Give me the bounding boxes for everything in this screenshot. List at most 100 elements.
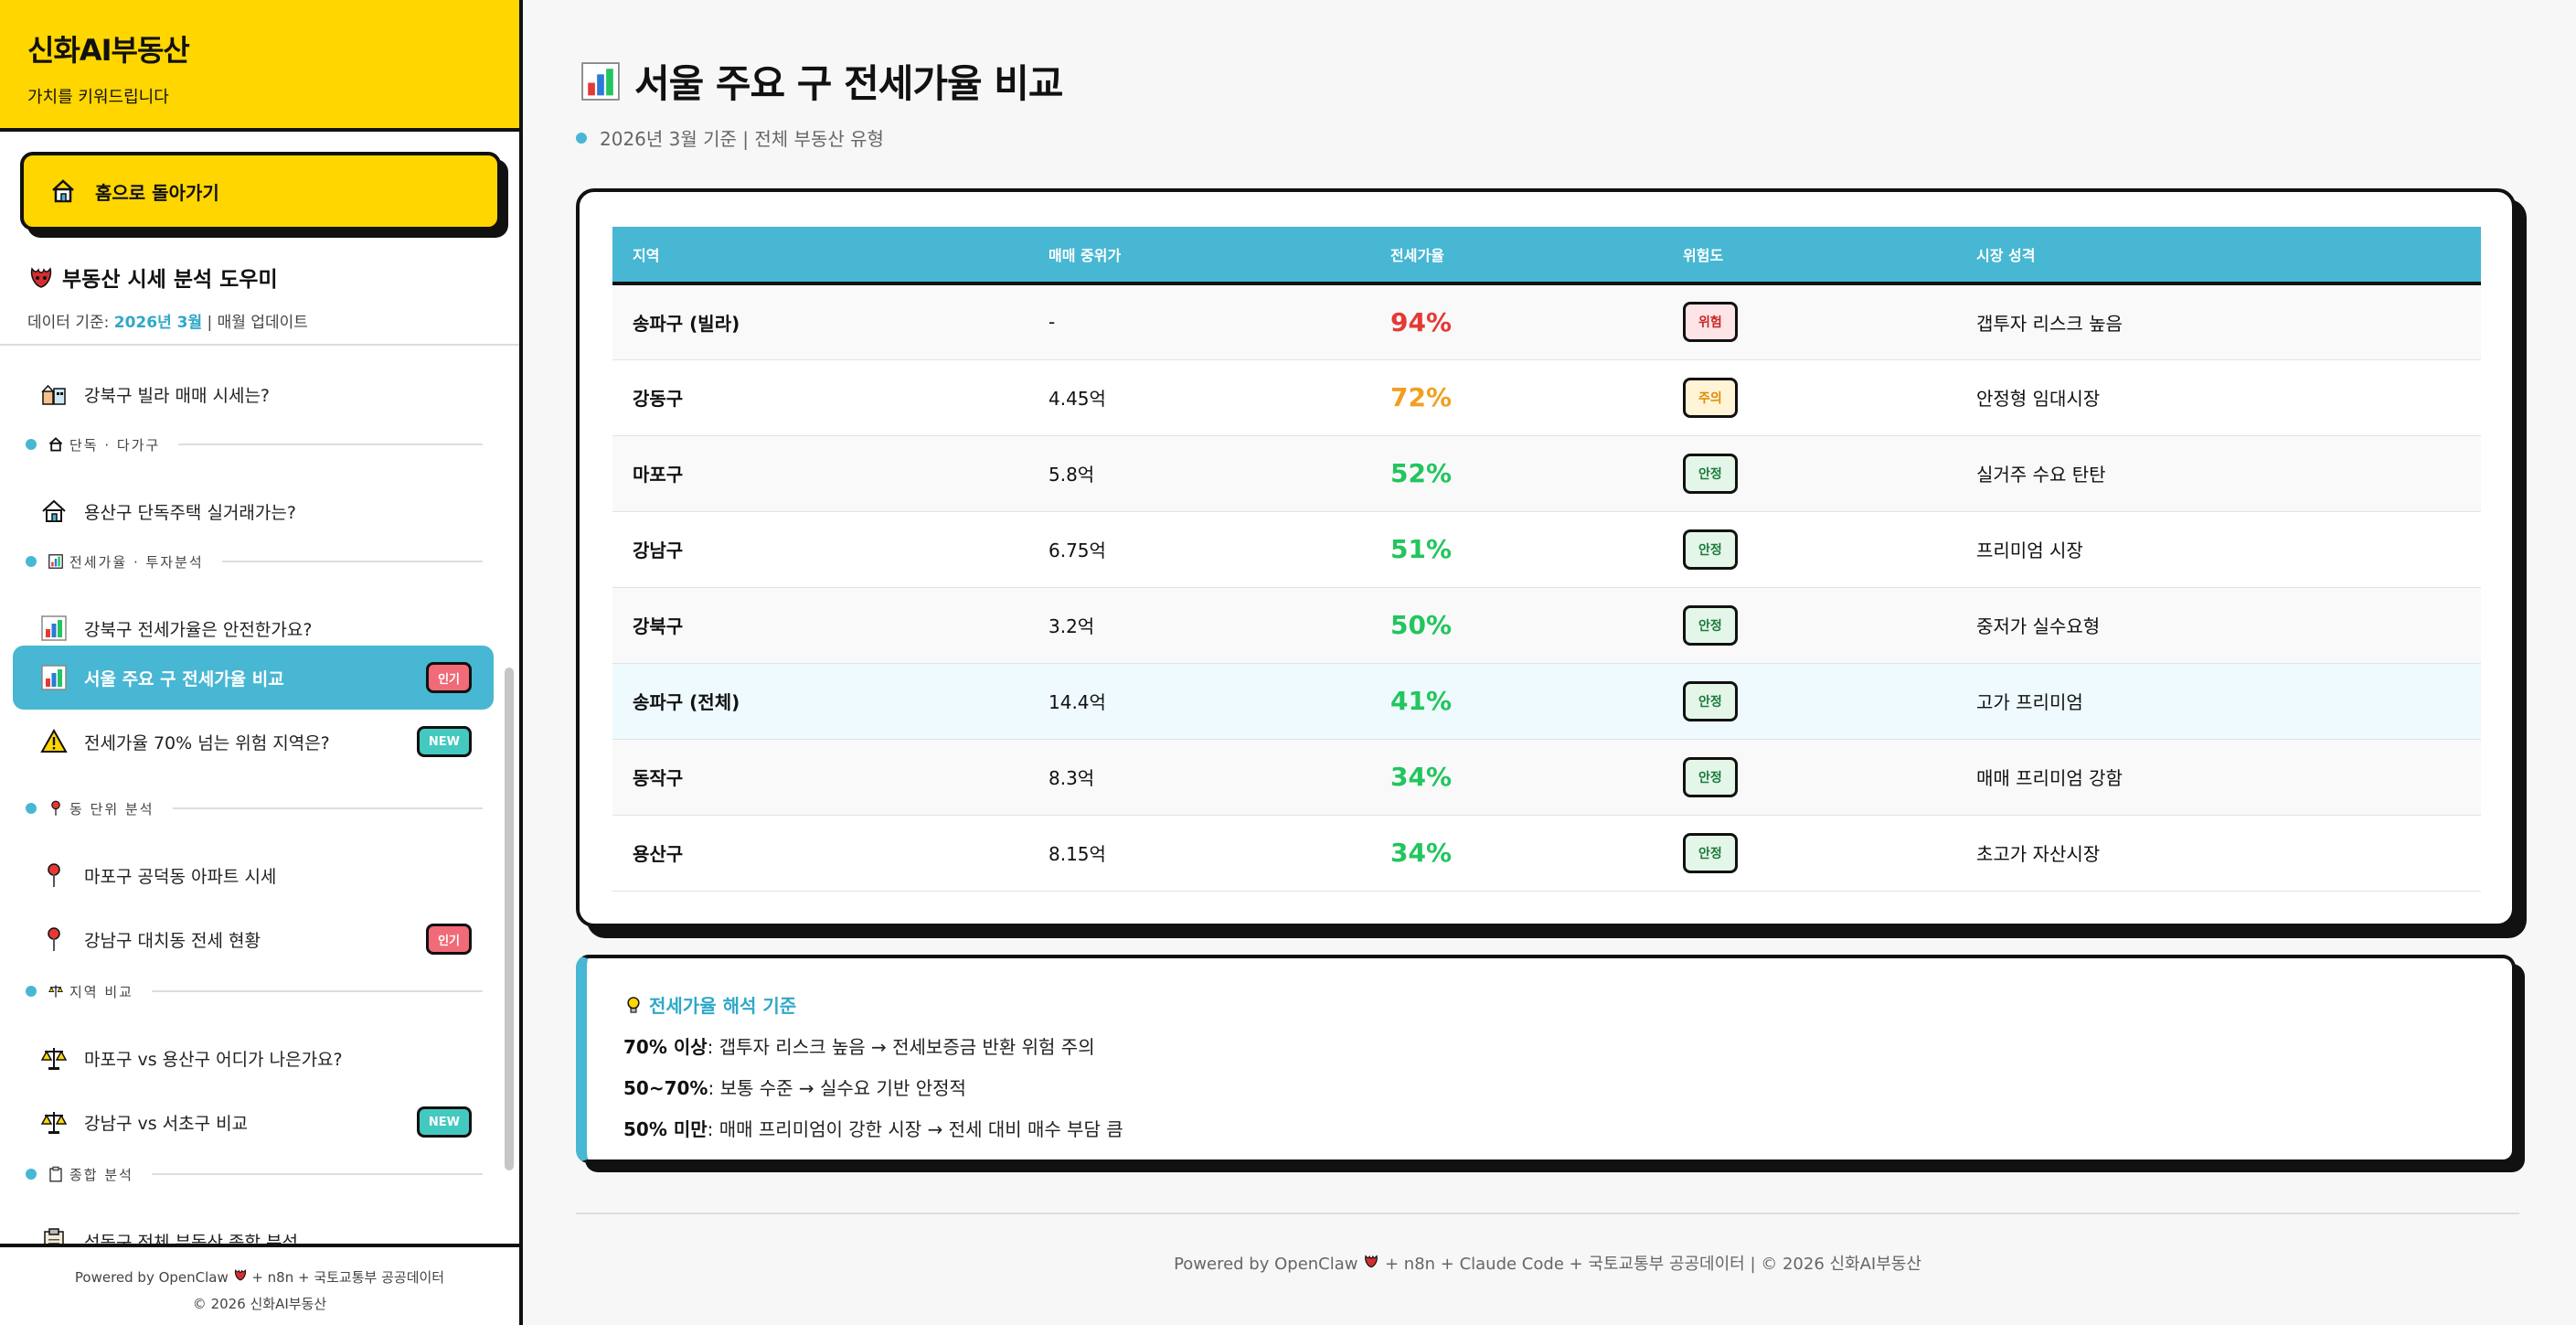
nav-item-gangnam-vs-seocho[interactable]: 강남구 vs 서초구 비교 NEW bbox=[13, 1090, 494, 1154]
main-divider bbox=[576, 1213, 2519, 1214]
page-title: 서울 주요 구 전세가율 비교 bbox=[580, 53, 1064, 109]
section-dong-analysis: 동 단위 분석 bbox=[26, 799, 483, 817]
risk-badge: 안정 bbox=[1683, 529, 1738, 570]
claw-icon bbox=[1363, 1255, 1379, 1274]
data-basis: 데이터 기준: 2026년 3월 | 매월 업데이트 bbox=[27, 314, 308, 332]
warning-icon bbox=[40, 728, 68, 755]
header-region: 지역 bbox=[633, 247, 660, 264]
cell-nature: 고가 프리미엄 bbox=[1976, 691, 2083, 713]
note-line: 50% 미만: 매매 프리미엄이 강한 시장 → 전세 대비 매수 부담 큼 bbox=[623, 1118, 1123, 1140]
risk-badge: 위험 bbox=[1683, 302, 1738, 343]
cell-region: 강남구 bbox=[633, 540, 684, 561]
table-row: 용산구 8.15억 34% 안정 초고가 자산시장 bbox=[612, 815, 2481, 891]
cell-nature: 안정형 임대시장 bbox=[1976, 388, 2101, 410]
cell-nature: 프리미엄 시장 bbox=[1976, 540, 2083, 561]
table-row: 동작구 8.3억 34% 안정 매매 프리미엄 강함 bbox=[612, 739, 2481, 815]
cell-price: - bbox=[1048, 311, 1056, 334]
cell-risk: 안정 bbox=[1663, 587, 1956, 663]
cell-risk: 안정 bbox=[1663, 815, 1956, 891]
risk-badge: 안정 bbox=[1683, 832, 1738, 873]
note-line: 70% 이상: 갭투자 리스크 높음 → 전세보증금 반환 위험 주의 bbox=[623, 1036, 1095, 1058]
home-icon bbox=[49, 177, 77, 205]
sidebar-divider bbox=[0, 344, 519, 346]
nav-item-yongsan-detached[interactable]: 용산구 단독주택 실거래가는? bbox=[13, 479, 494, 543]
house-icon bbox=[40, 497, 68, 525]
cell-ratio: 51% bbox=[1390, 534, 1453, 564]
cell-risk: 안정 bbox=[1663, 511, 1956, 587]
cell-risk: 안정 bbox=[1663, 663, 1956, 739]
risk-badge: 주의 bbox=[1683, 377, 1738, 418]
cell-price: 3.2억 bbox=[1048, 615, 1095, 637]
sidebar-scrollbar[interactable] bbox=[505, 668, 514, 1170]
brand-header: 신화AI부동산 가치를 키워드립니다 bbox=[0, 0, 519, 132]
nav-item-gangnam-daechi[interactable]: 강남구 대치동 전세 현황 인기 bbox=[13, 907, 494, 971]
cell-ratio: 52% bbox=[1390, 458, 1453, 488]
scales-icon bbox=[40, 1108, 68, 1136]
claw-icon bbox=[233, 1268, 248, 1286]
nav-item-seongdong-overall[interactable]: 성동구 전체 부동산 종합 분석 bbox=[13, 1209, 494, 1244]
home-button-label: 홈으로 돌아가기 bbox=[95, 181, 219, 204]
cell-price: 8.15억 bbox=[1048, 843, 1106, 865]
nav-item-mapo-vs-yongsan[interactable]: 마포구 vs 용산구 어디가 나은가요? bbox=[13, 1026, 494, 1090]
house-icon bbox=[48, 436, 64, 453]
cell-price: 14.4억 bbox=[1048, 691, 1106, 713]
note-title: 전세가율 해석 기준 bbox=[649, 995, 797, 1017]
table-row: 송파구 (전체) 14.4억 41% 안정 고가 프리미엄 bbox=[612, 663, 2481, 739]
cell-nature: 갭투자 리스크 높음 bbox=[1976, 312, 2123, 335]
cell-nature: 중저가 실수요형 bbox=[1976, 615, 2101, 637]
cell-price: 4.45억 bbox=[1048, 388, 1106, 410]
jeonse-ratio-table: 지역 매매 중위가 전세가율 위험도 시장 성격 송파구 (빌라) - 94% 위험 갭… bbox=[612, 227, 2481, 892]
cell-risk: 안정 bbox=[1663, 739, 1956, 815]
cell-region: 동작구 bbox=[633, 767, 684, 789]
house-buildings-icon bbox=[40, 380, 68, 408]
note-line: 50~70%: 보통 수준 → 실수요 기반 안정적 bbox=[623, 1077, 966, 1099]
pin-icon bbox=[40, 861, 68, 889]
risk-badge: 안정 bbox=[1683, 453, 1738, 494]
page-footer: Powered by OpenClaw + n8n + Claude Code … bbox=[1174, 1255, 1921, 1274]
bar-chart-icon bbox=[40, 664, 68, 691]
cell-ratio: 34% bbox=[1390, 762, 1453, 792]
cell-region: 용산구 bbox=[633, 843, 684, 865]
cell-nature: 실거주 수요 탄탄 bbox=[1976, 464, 2106, 486]
table-row: 마포구 5.8억 52% 안정 실거주 수요 탄탄 bbox=[612, 435, 2481, 511]
assistant-info: 부동산 시세 분석 도우미 데이터 기준: 2026년 3월 | 매월 업데이트 bbox=[27, 262, 308, 332]
pin-icon bbox=[40, 925, 68, 953]
clipboard-icon bbox=[48, 1166, 64, 1182]
pin-icon bbox=[48, 800, 64, 817]
home-button[interactable]: 홈으로 돌아가기 bbox=[20, 152, 501, 230]
cell-nature: 매매 프리미엄 강함 bbox=[1976, 767, 2123, 789]
cell-region: 마포구 bbox=[633, 464, 684, 486]
header-nature: 시장 성격 bbox=[1976, 247, 2036, 264]
bar-chart-icon bbox=[580, 60, 622, 102]
nav-item-gangbuk-villa[interactable]: 강북구 빌라 매매 시세는? bbox=[13, 362, 494, 426]
assistant-title: 부동산 시세 분석 도우미 bbox=[62, 268, 278, 292]
header-ratio: 전세가율 bbox=[1390, 247, 1444, 264]
cell-region: 강북구 bbox=[633, 615, 684, 637]
nav-item-mapo-gongdeok[interactable]: 마포구 공덕동 아파트 시세 bbox=[13, 843, 494, 907]
popular-badge: 인기 bbox=[426, 662, 472, 693]
cell-ratio: 34% bbox=[1390, 838, 1453, 868]
header-price: 매매 중위가 bbox=[1048, 247, 1122, 264]
section-region-compare: 지역 비교 bbox=[26, 982, 483, 1000]
claw-icon bbox=[27, 263, 55, 291]
nav-item-risk-areas[interactable]: 전세가율 70% 넘는 위험 지역은? NEW bbox=[13, 710, 494, 774]
cell-risk: 주의 bbox=[1663, 359, 1956, 435]
clipboard-icon bbox=[40, 1227, 68, 1244]
cell-price: 8.3억 bbox=[1048, 767, 1095, 789]
nav-item-gangbuk-jeonse[interactable]: 강북구 전세가율은 안전한가요? bbox=[13, 596, 494, 660]
nav-item-seoul-compare[interactable]: 서울 주요 구 전세가율 비교 인기 bbox=[13, 646, 494, 710]
cell-ratio: 72% bbox=[1390, 382, 1453, 412]
cell-region: 송파구 (전체) bbox=[633, 691, 740, 713]
popular-badge: 인기 bbox=[426, 924, 472, 955]
header-risk: 위험도 bbox=[1683, 247, 1724, 264]
sidebar-nav: 강북구 빌라 매매 시세는? 단독 · 다가구 용산구 단독주택 실거래가는? … bbox=[0, 347, 519, 1244]
risk-badge: 안정 bbox=[1683, 604, 1738, 646]
risk-badge: 안정 bbox=[1683, 680, 1738, 721]
scales-icon bbox=[48, 983, 64, 999]
scales-icon bbox=[40, 1044, 68, 1072]
cell-price: 6.75억 bbox=[1048, 540, 1106, 561]
bar-chart-icon bbox=[48, 553, 64, 570]
comparison-table-card: 지역 매매 중위가 전세가율 위험도 시장 성격 송파구 (빌라) - 94% 위험 갭… bbox=[576, 188, 2516, 927]
cell-price: 5.8억 bbox=[1048, 464, 1095, 486]
cell-ratio: 94% bbox=[1390, 306, 1453, 337]
